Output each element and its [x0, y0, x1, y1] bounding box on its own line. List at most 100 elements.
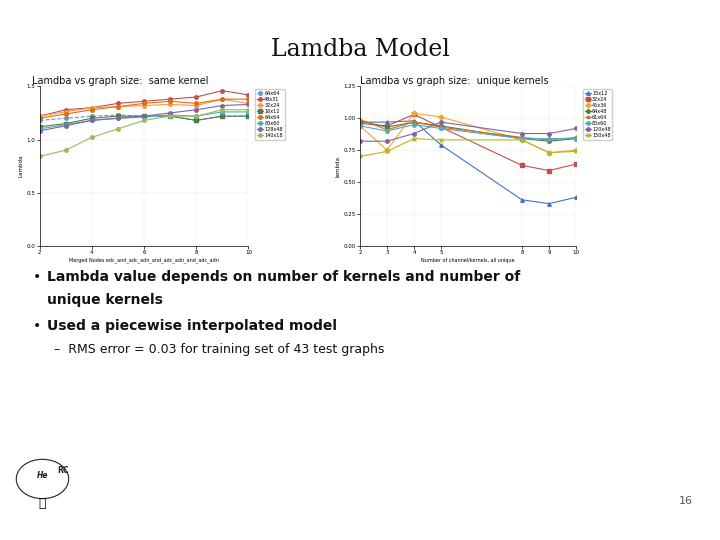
- 45x36: [572, 147, 580, 153]
- Text: –  RMS error = 0.03 for training set of 43 test graphs: – RMS error = 0.03 for training set of 4…: [54, 343, 384, 356]
- 120x48: [518, 130, 526, 137]
- Line: 150x48: 150x48: [359, 137, 577, 158]
- Text: •: •: [32, 319, 40, 333]
- 64x64: [114, 103, 122, 110]
- Line: 15x12: 15x12: [359, 119, 577, 205]
- Line: 80x60: 80x60: [38, 110, 250, 131]
- 80x60: [61, 122, 70, 128]
- 45x36: [383, 147, 392, 153]
- 120x48: [356, 138, 364, 144]
- 140x18: [244, 106, 253, 113]
- 80x60: [356, 123, 364, 129]
- Text: 16: 16: [679, 496, 693, 506]
- 120x48: [436, 119, 445, 125]
- 80x60: [140, 114, 148, 120]
- 32x24: [356, 120, 364, 126]
- X-axis label: Number of channel/kernels, all unique: Number of channel/kernels, all unique: [421, 258, 515, 262]
- 64x64: [61, 111, 70, 117]
- 45x36: [410, 110, 418, 117]
- 32x24: [383, 123, 392, 129]
- 48x31: [192, 94, 200, 100]
- 128x48: [244, 101, 253, 107]
- 48x31: [114, 100, 122, 106]
- Y-axis label: lambda: lambda: [336, 156, 341, 177]
- 64x64: [35, 117, 44, 124]
- Y-axis label: Lambda: Lambda: [19, 155, 24, 177]
- Text: Lamdba vs graph size:  unique kernels: Lamdba vs graph size: unique kernels: [360, 76, 549, 86]
- 64x48: [518, 136, 526, 142]
- 140x18: [35, 153, 44, 160]
- 32x24: [572, 161, 580, 167]
- 140x18: [166, 113, 174, 119]
- 32x24: [545, 167, 554, 174]
- 80x60: [383, 128, 392, 134]
- 128x48: [35, 128, 44, 134]
- 64x48: [572, 136, 580, 142]
- Line: 64x64: 64x64: [38, 97, 250, 120]
- X-axis label: Merged Nodes edc_and_adc_adn_and_adc_adn_and_adc_adn: Merged Nodes edc_and_adc_adn_and_adc_adn…: [69, 258, 219, 264]
- 140x18: [88, 134, 96, 140]
- 15x12: [545, 200, 554, 207]
- 32x24: [192, 102, 200, 109]
- 64x64: [244, 113, 253, 119]
- Text: Lamdba Model: Lamdba Model: [271, 38, 449, 61]
- 80x60: [518, 136, 526, 142]
- Text: Used a piecewise interpolated model: Used a piecewise interpolated model: [47, 319, 337, 333]
- 45x36: [518, 137, 526, 143]
- 15x12: [383, 119, 392, 125]
- 61x64: [572, 134, 580, 140]
- 80x60: [166, 112, 174, 118]
- 150x48: [545, 150, 554, 156]
- 120x48: [410, 130, 418, 137]
- 64x48: [383, 124, 392, 131]
- 16x12: [218, 113, 227, 119]
- 64x64: [61, 115, 70, 122]
- Line: 120x48: 120x48: [359, 120, 577, 143]
- 16x12: [35, 124, 44, 130]
- Line: 16x12: 16x12: [38, 114, 250, 129]
- 48x31: [166, 96, 174, 103]
- 140x18: [192, 113, 200, 119]
- 45x36: [545, 150, 554, 156]
- 32x24: [244, 100, 253, 106]
- 32x24: [518, 162, 526, 168]
- 128x48: [166, 110, 174, 116]
- 80x60: [192, 113, 200, 119]
- 80x60: [572, 136, 580, 142]
- 128x48: [114, 115, 122, 122]
- 64x64: [88, 106, 96, 113]
- 150x48: [410, 136, 418, 142]
- 128x48: [61, 123, 70, 129]
- 48x31: [244, 92, 253, 98]
- 15x12: [572, 194, 580, 200]
- 48x31: [35, 113, 44, 119]
- 32x24: [140, 102, 148, 109]
- Line: 140x18: 140x18: [38, 108, 250, 158]
- 61x64: [410, 119, 418, 125]
- 61x64: [356, 116, 364, 123]
- 128x48: [192, 106, 200, 113]
- 128x48: [140, 113, 148, 119]
- 120x48: [572, 125, 580, 132]
- 48x31: [218, 87, 227, 94]
- 80x60: [88, 117, 96, 124]
- Line: 32x24: 32x24: [359, 113, 577, 172]
- Text: RC: RC: [58, 466, 69, 475]
- 150x48: [383, 148, 392, 154]
- 32x24: [410, 111, 418, 118]
- 16x12: [114, 113, 122, 119]
- 64x64: [244, 96, 253, 103]
- 80x60: [244, 109, 253, 115]
- Line: 64x64: 64x64: [38, 113, 250, 122]
- 61x64: [436, 124, 445, 131]
- Line: 32x24: 32x24: [38, 97, 250, 118]
- 61x64: [518, 134, 526, 140]
- 48x31: [140, 98, 148, 105]
- 64x64: [166, 113, 174, 119]
- 48x31: [61, 106, 70, 113]
- 128x48: [218, 102, 227, 109]
- Text: Lambda value depends on number of kernels and number of: Lambda value depends on number of kernel…: [47, 270, 520, 284]
- 45x36: [356, 123, 364, 129]
- 64x64: [218, 96, 227, 103]
- 150x48: [572, 148, 580, 154]
